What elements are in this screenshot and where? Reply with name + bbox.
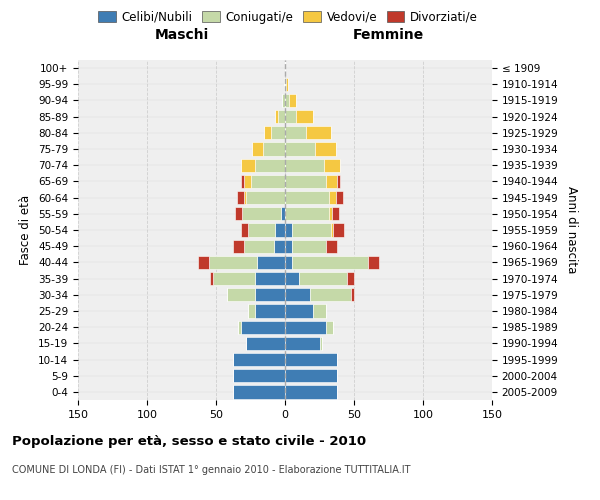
Bar <box>254 158 285 172</box>
Text: Femmine: Femmine <box>353 28 424 42</box>
Text: Maschi: Maschi <box>154 28 209 42</box>
Bar <box>247 191 285 204</box>
Bar <box>329 207 332 220</box>
Bar <box>292 256 368 269</box>
Bar <box>285 256 292 269</box>
Bar <box>286 78 288 91</box>
Bar <box>235 207 242 220</box>
Bar <box>285 369 337 382</box>
Bar <box>284 78 285 91</box>
Bar <box>331 224 334 236</box>
Bar <box>310 288 351 302</box>
Bar <box>238 320 241 334</box>
Bar <box>289 94 296 107</box>
Bar <box>209 256 257 269</box>
Bar <box>351 288 354 302</box>
Bar <box>292 224 331 236</box>
Bar <box>326 320 334 334</box>
Bar <box>332 207 339 220</box>
Bar <box>285 158 323 172</box>
Bar <box>285 386 337 398</box>
Bar <box>265 126 271 140</box>
Bar <box>244 175 251 188</box>
Bar <box>285 224 292 236</box>
Bar <box>323 158 340 172</box>
Bar <box>285 288 310 302</box>
Bar <box>285 320 326 334</box>
Bar <box>316 142 336 156</box>
Bar <box>285 191 329 204</box>
Bar <box>198 256 209 269</box>
Bar <box>306 126 331 140</box>
Legend: Celibi/Nubili, Coniugati/e, Vedovi/e, Divorziati/e: Celibi/Nubili, Coniugati/e, Vedovi/e, Di… <box>93 6 483 28</box>
Bar <box>241 320 285 334</box>
Bar <box>254 272 285 285</box>
Bar <box>334 224 344 236</box>
Bar <box>275 110 278 124</box>
Text: Popolazione per età, sesso e stato civile - 2010: Popolazione per età, sesso e stato civil… <box>12 435 366 448</box>
Bar <box>281 207 285 220</box>
Bar <box>285 240 292 253</box>
Bar <box>320 336 322 350</box>
Bar <box>285 207 329 220</box>
Bar <box>241 158 254 172</box>
Bar <box>285 94 289 107</box>
Bar <box>244 191 247 204</box>
Bar <box>254 304 285 318</box>
Bar <box>242 207 281 220</box>
Bar <box>292 240 326 253</box>
Bar <box>282 94 285 107</box>
Bar <box>263 142 285 156</box>
Bar <box>296 110 313 124</box>
Bar <box>337 175 340 188</box>
Bar <box>241 175 244 188</box>
Bar <box>271 126 285 140</box>
Bar <box>233 369 285 382</box>
Bar <box>233 353 285 366</box>
Bar <box>252 142 263 156</box>
Bar <box>285 336 320 350</box>
Bar <box>233 240 244 253</box>
Bar <box>285 272 299 285</box>
Bar <box>285 304 313 318</box>
Bar <box>299 272 347 285</box>
Y-axis label: Fasce di età: Fasce di età <box>19 195 32 265</box>
Bar <box>285 110 296 124</box>
Bar <box>285 175 326 188</box>
Bar <box>347 272 354 285</box>
Bar <box>251 175 285 188</box>
Bar <box>233 386 285 398</box>
Bar <box>211 272 213 285</box>
Bar <box>285 353 337 366</box>
Bar <box>336 191 343 204</box>
Bar <box>241 224 248 236</box>
Y-axis label: Anni di nascita: Anni di nascita <box>565 186 578 274</box>
Bar <box>285 142 316 156</box>
Text: COMUNE DI LONDA (FI) - Dati ISTAT 1° gennaio 2010 - Elaborazione TUTTITALIA.IT: COMUNE DI LONDA (FI) - Dati ISTAT 1° gen… <box>12 465 410 475</box>
Bar <box>247 336 285 350</box>
Bar <box>326 240 337 253</box>
Bar <box>278 110 285 124</box>
Bar <box>257 256 285 269</box>
Bar <box>244 240 274 253</box>
Bar <box>236 191 244 204</box>
Bar <box>368 256 379 269</box>
Bar <box>313 304 326 318</box>
Bar <box>285 126 306 140</box>
Bar <box>248 224 275 236</box>
Bar <box>227 288 254 302</box>
Bar <box>213 272 254 285</box>
Bar <box>326 175 337 188</box>
Bar <box>329 191 336 204</box>
Bar <box>275 224 285 236</box>
Bar <box>254 288 285 302</box>
Bar <box>248 304 254 318</box>
Bar <box>285 78 286 91</box>
Bar <box>274 240 285 253</box>
